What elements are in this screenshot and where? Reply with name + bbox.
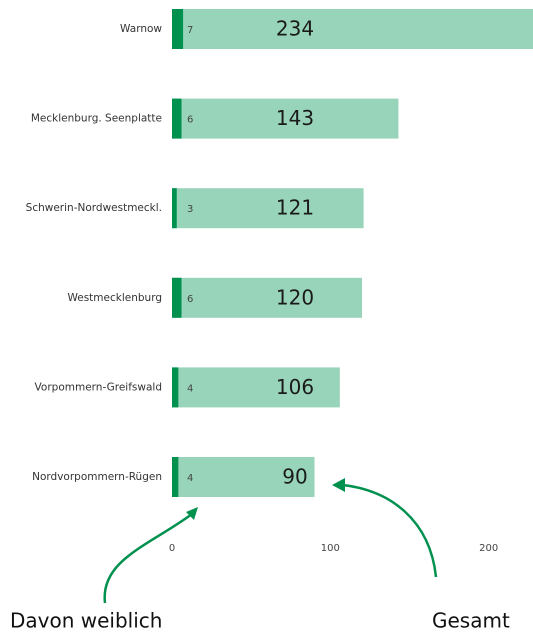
bar <box>172 277 362 318</box>
x-tick-label: 200 <box>479 543 498 554</box>
x-tick-label: 100 <box>321 543 340 554</box>
bar <box>172 9 533 49</box>
bar <box>172 367 179 408</box>
bar <box>172 277 182 318</box>
category-label: Mecklenburg. Seenplatte <box>31 113 162 125</box>
value-label: 4 <box>187 473 193 484</box>
bar <box>172 98 182 139</box>
annotation: Gesamt <box>432 609 510 633</box>
category-label: Warnow <box>120 23 162 35</box>
bar <box>172 188 364 229</box>
category-label: Nordvorpommern-Rügen <box>32 471 162 483</box>
category-label: Schwerin-Nordwestmeckl. <box>26 202 162 214</box>
category-label: Westmecklenburg <box>67 292 162 304</box>
value-label: 120 <box>276 285 314 309</box>
annotation: Davon weiblich <box>10 609 162 633</box>
value-label: 90 <box>282 465 307 489</box>
bar <box>172 188 177 229</box>
value-label: 143 <box>276 106 314 130</box>
bar <box>172 98 399 139</box>
bar <box>172 367 340 408</box>
value-label: 106 <box>276 375 314 399</box>
arrow-head <box>186 507 198 520</box>
value-label: 6 <box>187 294 193 305</box>
value-label: 4 <box>187 383 193 394</box>
plot <box>172 9 533 497</box>
value-label: 234 <box>276 17 314 41</box>
category-label: Vorpommern-Greifswald <box>35 381 162 393</box>
arrow-head <box>332 478 345 492</box>
bar <box>172 9 184 49</box>
value-label: 6 <box>187 115 193 126</box>
bar <box>172 457 179 497</box>
value-label: 121 <box>276 196 314 220</box>
arrow <box>103 512 193 604</box>
bar <box>172 457 315 497</box>
x-tick-label: 0 <box>169 543 175 554</box>
value-label: 3 <box>187 204 193 215</box>
value-label: 7 <box>187 25 193 36</box>
arrow <box>341 483 438 578</box>
